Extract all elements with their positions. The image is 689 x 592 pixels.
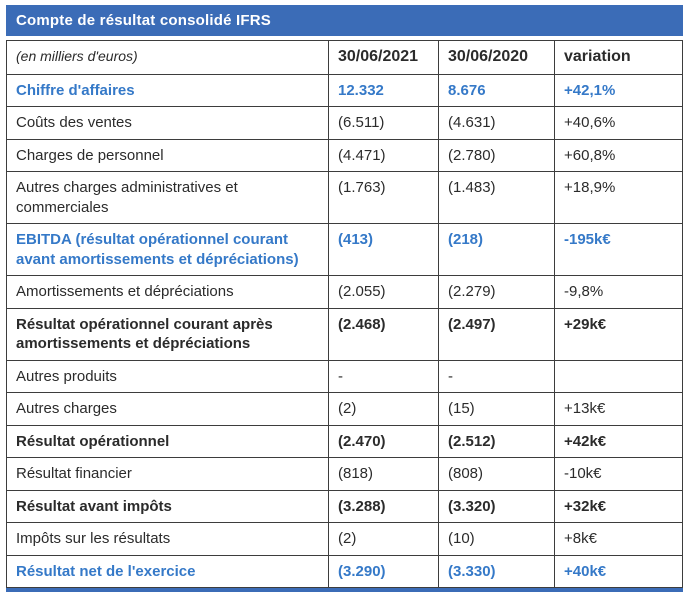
value-2021: (2)	[328, 392, 439, 426]
value-variation: -195k€	[554, 223, 683, 277]
value-2020: (10)	[438, 522, 555, 556]
value-variation: +42,1%	[554, 73, 683, 108]
value-2021: (2)	[328, 522, 439, 556]
value-variation: +60,8%	[554, 138, 683, 173]
value-2021: (2.468)	[328, 307, 439, 361]
value-2021: 12.332	[328, 73, 439, 108]
column-header-2020: 30/06/2020	[438, 40, 555, 75]
row-label: Autres charges	[6, 392, 329, 426]
value-2021: (2.055)	[328, 275, 439, 309]
row-label: Charges de personnel	[6, 138, 329, 173]
table-body: Chiffre d'affaires 12.332 8.676 +42,1% Coûts…	[6, 73, 683, 589]
table-row: Résultat avant impôts (3.288) (3.320) +32k€	[6, 489, 683, 524]
value-variation: +42k€	[554, 424, 683, 459]
table-row: Autres produits - -	[6, 359, 683, 394]
row-label: Autres charges administratives et commer…	[6, 171, 329, 225]
row-label: Résultat financier	[6, 457, 329, 491]
value-2020: (808)	[438, 457, 555, 491]
income-statement-table-wrap: (en milliers d'euros) 30/06/2021 30/06/2…	[6, 40, 683, 592]
table-row: Charges de personnel (4.471) (2.780) +60,8%	[6, 138, 683, 173]
table-row: Chiffre d'affaires 12.332 8.676 +42,1%	[6, 73, 683, 108]
table-row: Amortissements et dépréciations (2.055) (2…	[6, 275, 683, 309]
value-variation: +13k€	[554, 392, 683, 426]
row-label: Résultat avant impôts	[6, 489, 329, 524]
value-2020: (1.483)	[438, 171, 555, 225]
table-header: (en milliers d'euros) 30/06/2021 30/06/2…	[6, 40, 683, 75]
value-2021: (818)	[328, 457, 439, 491]
row-label: EBITDA (résultat opérationnel courant av…	[6, 223, 329, 277]
value-variation: +29k€	[554, 307, 683, 361]
row-label: Résultat net de l'exercice	[6, 554, 329, 589]
column-header-units: (en milliers d'euros)	[6, 40, 329, 75]
value-2020: (2.279)	[438, 275, 555, 309]
value-2021: (3.288)	[328, 489, 439, 524]
value-2020: (2.497)	[438, 307, 555, 361]
value-2020: (218)	[438, 223, 555, 277]
income-statement-table: (en milliers d'euros) 30/06/2021 30/06/2…	[6, 40, 683, 589]
value-2021: (6.511)	[328, 106, 439, 140]
table-row: EBITDA (résultat opérationnel courant av…	[6, 223, 683, 277]
header-row: (en milliers d'euros) 30/06/2021 30/06/2…	[6, 40, 683, 75]
table-row: Coûts des ventes (6.511) (4.631) +40,6%	[6, 106, 683, 140]
value-2021: (3.290)	[328, 554, 439, 589]
table-row: Résultat opérationnel (2.470) (2.512) +42k€	[6, 424, 683, 459]
value-variation: +40,6%	[554, 106, 683, 140]
row-label: Autres produits	[6, 359, 329, 394]
value-2021: -	[328, 359, 439, 394]
value-2021: (413)	[328, 223, 439, 277]
row-label: Chiffre d'affaires	[6, 73, 329, 108]
value-2021: (4.471)	[328, 138, 439, 173]
row-label: Amortissements et dépréciations	[6, 275, 329, 309]
row-label: Coûts des ventes	[6, 106, 329, 140]
value-2020: -	[438, 359, 555, 394]
value-2020: 8.676	[438, 73, 555, 108]
row-label: Résultat opérationnel	[6, 424, 329, 459]
column-header-variation: variation	[554, 40, 683, 75]
value-variation: -10k€	[554, 457, 683, 491]
table-row: Autres charges administratives et commer…	[6, 171, 683, 225]
value-2020: (2.780)	[438, 138, 555, 173]
value-variation	[554, 359, 683, 394]
table-row: Autres charges (2) (15) +13k€	[6, 392, 683, 426]
value-2020: (15)	[438, 392, 555, 426]
value-variation: +18,9%	[554, 171, 683, 225]
value-2020: (4.631)	[438, 106, 555, 140]
value-2021: (2.470)	[328, 424, 439, 459]
value-variation: +40k€	[554, 554, 683, 589]
report-title-bar: Compte de résultat consolidé IFRS	[6, 5, 683, 36]
value-2021: (1.763)	[328, 171, 439, 225]
table-row: Résultat opérationnel courant après amor…	[6, 307, 683, 361]
value-2020: (3.320)	[438, 489, 555, 524]
row-label: Impôts sur les résultats	[6, 522, 329, 556]
column-header-2021: 30/06/2021	[328, 40, 439, 75]
table-row: Impôts sur les résultats (2) (10) +8k€	[6, 522, 683, 556]
value-variation: -9,8%	[554, 275, 683, 309]
table-row: Résultat net de l'exercice (3.290) (3.330)…	[6, 554, 683, 589]
value-2020: (2.512)	[438, 424, 555, 459]
report-title: Compte de résultat consolidé IFRS	[16, 12, 271, 29]
value-variation: +8k€	[554, 522, 683, 556]
row-label: Résultat opérationnel courant après amor…	[6, 307, 329, 361]
table-row: Résultat financier (818) (808) -10k€	[6, 457, 683, 491]
value-2020: (3.330)	[438, 554, 555, 589]
value-variation: +32k€	[554, 489, 683, 524]
